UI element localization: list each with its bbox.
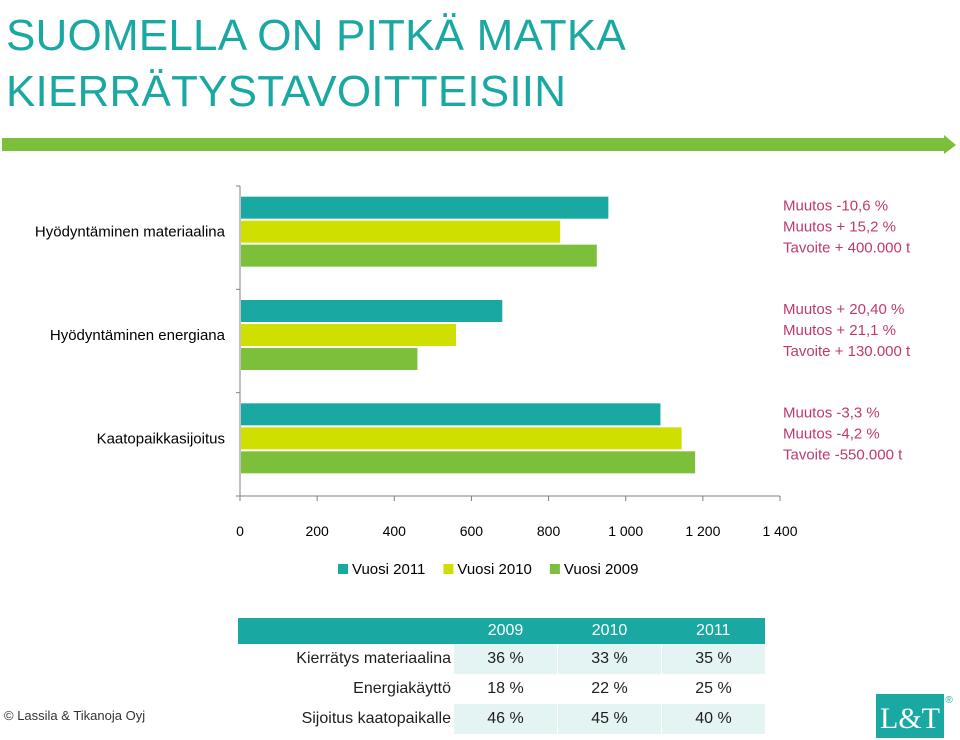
bar — [241, 196, 609, 219]
bar — [241, 324, 456, 346]
table-row: Kierrätys materiaalina 36 % 33 % 35 % — [238, 644, 765, 674]
legend-label: Vuosi 2010 — [457, 561, 532, 578]
table-cell: 18 % — [453, 674, 558, 704]
bar — [241, 300, 503, 322]
title-line-1: SUOMELLA ON PITKÄ MATKA — [6, 11, 626, 60]
annotation-label: Muutos + 20,40 % — [783, 301, 904, 318]
x-tick-label: 1 400 — [762, 523, 797, 539]
category-label: Hyödyntäminen energiana — [50, 327, 226, 344]
table-header-empty — [238, 618, 454, 644]
annotation-label: Tavoite -550.000 t — [783, 446, 903, 463]
annotation-label: Muutos + 21,1 % — [783, 322, 896, 339]
table-row-label: Sijoitus kaatopaikalle — [238, 704, 454, 734]
copyright-text: © Lassila & Tikanoja Oyj — [4, 708, 146, 723]
x-tick-label: 200 — [305, 523, 329, 539]
table-header-2011: 2011 — [661, 618, 765, 644]
legend-swatch — [549, 564, 560, 574]
table-cell: 33 % — [557, 644, 662, 674]
bar — [241, 348, 418, 370]
x-tick-label: 0 — [236, 523, 244, 539]
title-line-2: KIERRÄTYSTAVOITTEISIIN — [6, 67, 567, 116]
category-label: Kaatopaikkasijoitus — [97, 430, 225, 447]
stats-table: 2009 2010 2011 Kierrätys materiaalina 36… — [238, 618, 765, 734]
legend-swatch — [338, 564, 348, 574]
category-label: Hyödyntäminen materiaalina — [35, 224, 226, 241]
bar-chart: 0 200 400 600 800 1 000 1 200 1 400 Hyödyntämine… — [35, 185, 911, 578]
title-divider-arrow — [2, 135, 956, 154]
table-cell: 25 % — [661, 674, 765, 704]
bar — [241, 451, 696, 474]
stats-table-container: 2009 2010 2011 Kierrätys materiaalina 36… — [238, 618, 765, 734]
table-cell: 35 % — [661, 644, 765, 674]
legend-label: Vuosi 2011 — [352, 561, 425, 578]
table-header-row: 2009 2010 2011 — [238, 618, 765, 644]
bar — [241, 244, 597, 267]
annotation-label: Muutos -4,2 % — [783, 425, 880, 442]
x-tick-label: 1 200 — [685, 523, 720, 539]
company-logo: L&T ® — [876, 694, 953, 738]
annotation-label: Tavoite + 400.000 t — [783, 240, 911, 257]
x-tick-label: 400 — [383, 523, 407, 539]
page-title: SUOMELLA ON PITKÄ MATKA KIERRÄTYSTAVOITT… — [6, 8, 626, 120]
logo-text: L&T — [880, 702, 940, 735]
bar — [241, 220, 561, 243]
table-cell: 46 % — [453, 704, 558, 734]
annotation-label: Muutos -10,6 % — [783, 198, 888, 215]
x-tick-label: 800 — [537, 523, 561, 539]
x-tick-label: 600 — [460, 523, 484, 539]
legend-label: Vuosi 2009 — [564, 561, 639, 578]
logo-registered-mark: ® — [945, 695, 953, 706]
table-header-2009: 2009 — [453, 618, 558, 644]
x-tick-label: 1 000 — [608, 523, 643, 539]
table-cell: 45 % — [557, 704, 662, 734]
table-row-label: Kierrätys materiaalina — [238, 644, 454, 674]
table-cell: 22 % — [557, 674, 662, 704]
table-row: Energiakäyttö 18 % 22 % 25 % — [238, 674, 765, 704]
annotation-label: Tavoite + 130.000 t — [783, 343, 911, 360]
annotation-label: Muutos + 15,2 % — [783, 219, 896, 236]
bar — [241, 403, 661, 426]
bar — [241, 427, 682, 450]
table-row: Sijoitus kaatopaikalle 46 % 45 % 40 % — [238, 704, 765, 734]
legend-swatch — [443, 564, 454, 574]
annotation-label: Muutos -3,3 % — [783, 404, 880, 421]
table-row-label: Energiakäyttö — [238, 674, 454, 704]
table-cell: 40 % — [661, 704, 765, 734]
table-cell: 36 % — [453, 644, 558, 674]
table-header-2010: 2010 — [557, 618, 662, 644]
